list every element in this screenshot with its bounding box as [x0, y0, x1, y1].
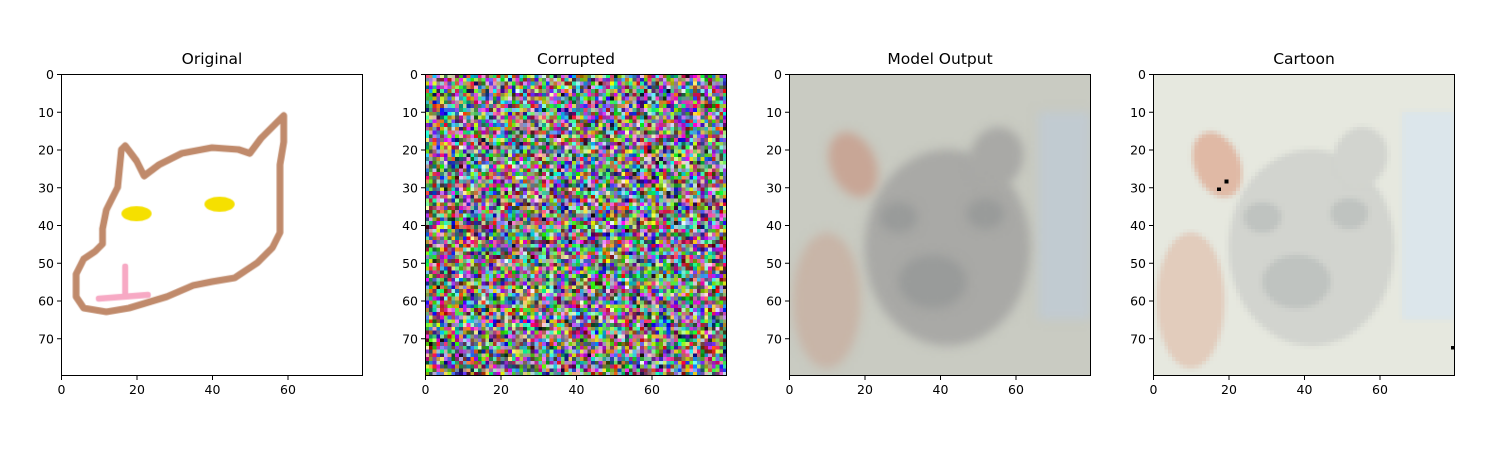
original-x-tick-label: 0	[58, 382, 66, 397]
cartoon-y-tick-label: 60	[1130, 294, 1146, 309]
original-y-tick-label: 40	[38, 218, 54, 233]
original-y-tick-label: 0	[46, 67, 54, 82]
cartoon-image	[1153, 74, 1455, 376]
model-output-x-tick-label: 20	[857, 382, 873, 397]
cartoon-y-tick-label: 0	[1138, 67, 1146, 82]
original-title: Original	[182, 50, 243, 68]
model-output-y-tick-label: 50	[766, 256, 782, 271]
cartoon-y-tick-label: 10	[1130, 105, 1146, 120]
model-output-y-tick-label: 70	[766, 331, 782, 346]
corrupted-y-tick-label: 20	[402, 143, 418, 158]
cartoon-y-tick-label: 30	[1130, 180, 1146, 195]
corrupted-y-tick-label: 50	[402, 256, 418, 271]
corrupted-y-tick-label: 30	[402, 180, 418, 195]
original-y-tick-label: 50	[38, 256, 54, 271]
original-x-tick-label: 60	[280, 382, 296, 397]
original-y-tick-label: 30	[38, 180, 54, 195]
corrupted-x-tick-label: 0	[422, 382, 430, 397]
cartoon-y-tick-label: 40	[1130, 218, 1146, 233]
model-output-x-tick-label: 0	[786, 382, 794, 397]
corrupted-title: Corrupted	[537, 50, 615, 68]
original-image	[61, 74, 363, 376]
corrupted-y-tick-label: 70	[402, 331, 418, 346]
model-output-y-tick-label: 20	[766, 143, 782, 158]
corrupted-y-tick-label: 10	[402, 105, 418, 120]
cartoon-title: Cartoon	[1273, 50, 1335, 68]
model-output-y-tick-label: 30	[766, 180, 782, 195]
corrupted-panel: Corrupted 0 20 40 60 0 10 20 30 40 50 60 70	[402, 50, 727, 397]
original-x-tick-label: 40	[205, 382, 221, 397]
model-output-x-tick-label: 40	[933, 382, 949, 397]
model-output-panel: Model Output 0 20 40 60 0 10 20 30 40 50 60 70	[766, 50, 1091, 397]
original-y-tick-label: 20	[38, 143, 54, 158]
model-output-y-tick-label: 10	[766, 105, 782, 120]
original-y-tick-label: 70	[38, 331, 54, 346]
cartoon-y-tick-label: 20	[1130, 143, 1146, 158]
model-output-y-tick-label: 40	[766, 218, 782, 233]
cartoon-y-tick-label: 50	[1130, 256, 1146, 271]
cartoon-y-tick-label: 70	[1130, 331, 1146, 346]
model-output-y-tick-label: 0	[774, 67, 782, 82]
corrupted-y-tick-label: 0	[410, 67, 418, 82]
cartoon-panel: Cartoon 0 20 40 60 0 10 20 30 40 50 60 70	[1130, 50, 1455, 397]
corrupted-x-tick-label: 20	[493, 382, 509, 397]
cartoon-x-tick-label: 60	[1372, 382, 1388, 397]
original-y-tick-label: 60	[38, 294, 54, 309]
cartoon-x-tick-label: 40	[1297, 382, 1313, 397]
original-y-tick-label: 10	[38, 105, 54, 120]
original-panel: Original 0 20 40 60 0 10 20 30 40 50 60 70	[38, 50, 363, 397]
cartoon-x-tick-label: 0	[1150, 382, 1158, 397]
model-output-x-tick-label: 60	[1008, 382, 1024, 397]
corrupted-y-tick-label: 60	[402, 294, 418, 309]
corrupted-x-tick-label: 60	[644, 382, 660, 397]
corrupted-y-tick-label: 40	[402, 218, 418, 233]
model-output-y-tick-label: 60	[766, 294, 782, 309]
corrupted-image	[425, 74, 727, 376]
corrupted-x-tick-label: 40	[569, 382, 585, 397]
original-x-tick-label: 20	[129, 382, 145, 397]
model-output-title: Model Output	[887, 50, 992, 68]
cartoon-x-tick-label: 20	[1221, 382, 1237, 397]
model-output-image	[789, 74, 1091, 376]
